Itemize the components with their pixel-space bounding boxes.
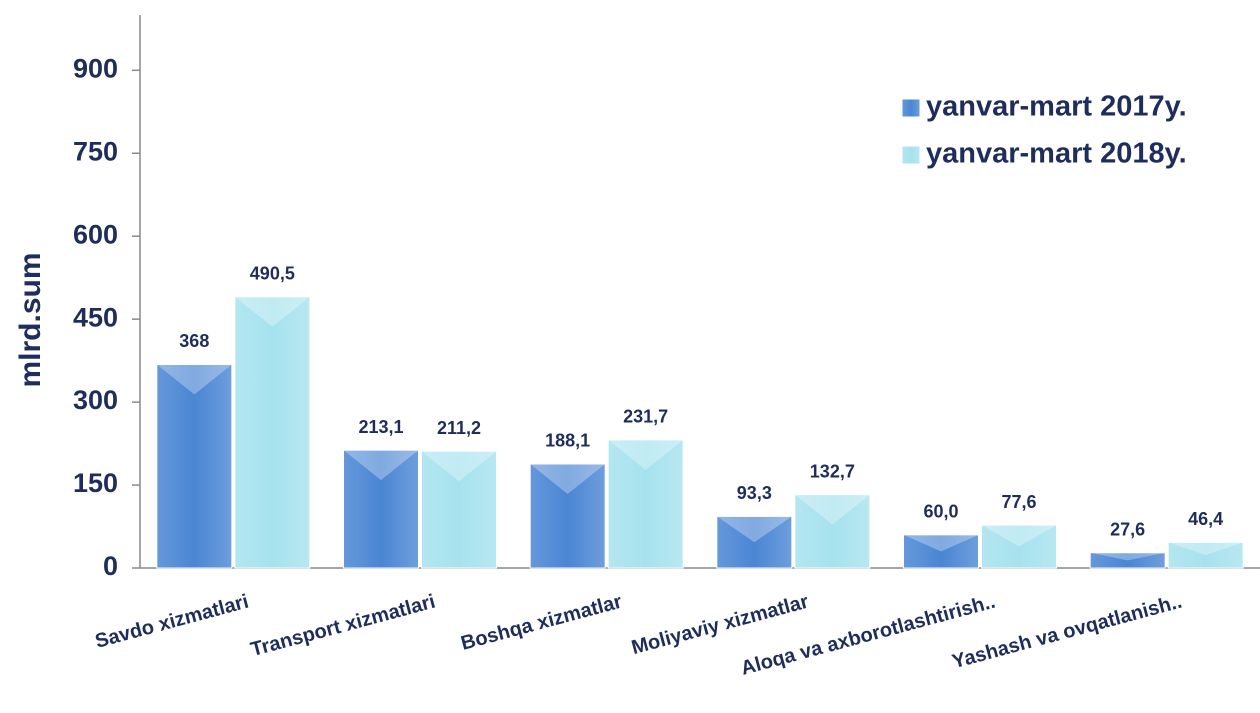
bar [794,494,871,569]
data-label: 77,6 [1001,492,1036,512]
bar [421,450,497,569]
bar-bevel [1090,552,1166,561]
bar-bevel [981,525,1057,547]
y-tick-label: 900 [73,53,118,83]
bar-bevel [234,296,310,327]
data-label: 93,3 [737,483,772,503]
data-label: 132,7 [810,461,855,481]
bar [343,449,419,569]
data-label: 211,2 [437,418,481,438]
bar-bevel [156,364,232,395]
bar-bevel [530,463,606,494]
bar-bevel [716,516,792,543]
y-tick-label: 600 [73,219,118,249]
bar-bevel [1168,542,1244,556]
bar [716,515,793,569]
bar [903,534,979,569]
bar [1167,541,1244,569]
bar [1089,552,1166,569]
data-label: 368 [179,331,209,351]
bar [529,463,606,569]
y-tick-label: 450 [73,302,118,332]
bar [981,524,1057,569]
bar [234,296,311,569]
bar [156,363,233,569]
legend-swatch [901,98,921,118]
y-axis-label: mlrd.sum [14,252,47,387]
y-tick-label: 0 [103,551,118,581]
bar-bevel [608,439,684,470]
bar-bevel [903,534,979,552]
y-tick-label: 750 [73,136,118,166]
data-label: 231,7 [623,407,668,427]
data-label: 490,5 [250,264,295,284]
legend-swatch [901,145,921,165]
legend-label: yanvar-mart 2018y. [926,138,1187,170]
y-tick-label: 150 [73,468,118,498]
x-tick-label: Savdo xizmatlari [93,591,251,653]
data-label: 188,1 [545,431,590,451]
data-label: 27,6 [1110,519,1145,539]
y-tick-label: 300 [73,385,118,415]
bar-bevel [421,451,497,482]
bar-bevel [794,494,870,525]
bar [607,439,684,569]
legend-label: yanvar-mart 2017y. [926,91,1187,123]
x-tick-label: Transport xizmatlari [248,591,437,661]
data-label: 213,1 [358,417,403,437]
data-label: 46,4 [1188,509,1223,529]
x-tick-label: Boshqa xizmatlar [459,591,625,655]
bar-bevel [343,450,419,481]
data-label: 60,0 [923,502,958,522]
